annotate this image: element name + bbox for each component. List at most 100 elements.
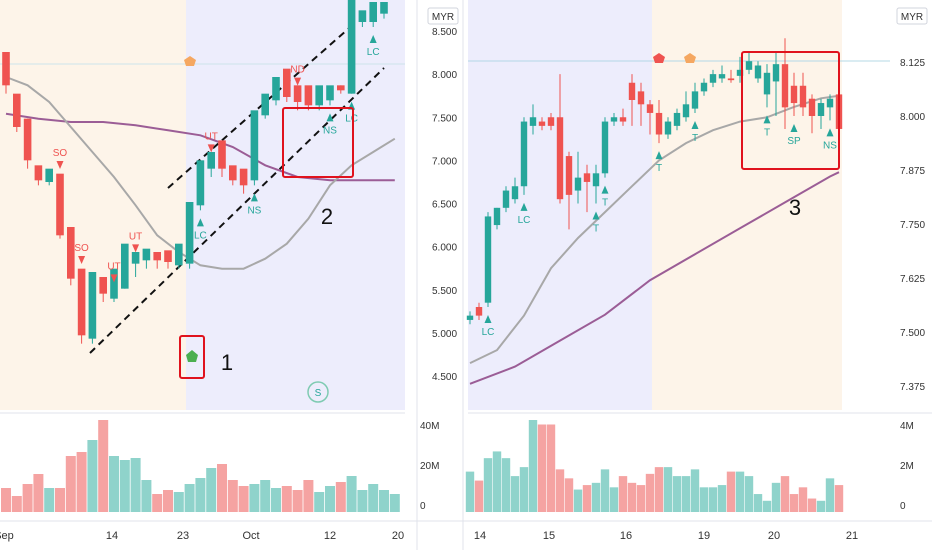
price-axis-label-left: 8.500 xyxy=(432,27,457,38)
signal-right-label: T xyxy=(692,133,698,144)
candle-body xyxy=(2,52,10,86)
price-axis-label-left: 5.000 xyxy=(432,329,457,340)
candle-body xyxy=(164,250,172,262)
candle-body xyxy=(131,252,140,264)
candle-right xyxy=(529,104,537,135)
price-axis-label-right: 7.625 xyxy=(900,274,925,285)
candle-body xyxy=(337,85,345,91)
candle-body xyxy=(700,82,708,92)
annotation-box-3 xyxy=(741,51,840,170)
candle-body xyxy=(207,152,215,169)
volume-bar xyxy=(87,440,98,512)
volume-bar-right xyxy=(582,485,592,512)
x-tick-label-right: 15 xyxy=(543,530,555,542)
candle-right xyxy=(619,108,627,126)
signal-right-marker xyxy=(763,115,771,124)
volume-bar-right xyxy=(717,485,727,512)
volume-bar-right xyxy=(591,482,601,512)
volume-bar xyxy=(238,486,249,512)
candle-right xyxy=(601,117,609,178)
candle xyxy=(358,10,367,27)
candle-right xyxy=(808,94,816,134)
x-tick-label: 12 xyxy=(324,530,336,542)
signal-label: LC xyxy=(367,47,380,58)
volume-bar xyxy=(22,484,33,512)
pentagon-marker-top xyxy=(184,56,196,66)
volume-bar xyxy=(249,484,260,512)
currency-badge-frame-right xyxy=(896,7,928,25)
candle-right xyxy=(493,207,501,230)
price-axis-label-left: 6.000 xyxy=(432,243,457,254)
candle-body xyxy=(718,74,726,79)
volume-bar-right xyxy=(735,471,745,512)
volume-bar-right xyxy=(690,469,700,512)
candle xyxy=(207,152,215,177)
signal-marker xyxy=(250,193,258,202)
volume-axis-label-right: 2M xyxy=(900,461,914,472)
candle xyxy=(326,85,334,106)
candle-body xyxy=(736,69,744,76)
candle-body xyxy=(121,243,129,289)
x-tick-label-right: 14 xyxy=(474,530,486,542)
price-axis-label-left: 8.000 xyxy=(432,70,457,81)
candle-body xyxy=(673,112,681,126)
candle xyxy=(337,85,345,94)
candle-body xyxy=(347,0,356,94)
candle-body xyxy=(13,93,21,127)
volume-bar xyxy=(368,484,379,512)
volume-bar xyxy=(33,474,44,512)
volume-bar xyxy=(389,494,400,512)
signal-right-marker xyxy=(826,128,834,137)
volume-bar-right xyxy=(546,424,556,512)
candle xyxy=(304,85,313,111)
candle xyxy=(67,227,75,286)
price-axis-label-right: 8.125 xyxy=(900,58,925,69)
signal-label: SO xyxy=(74,243,89,254)
candle-body xyxy=(283,68,291,97)
candle-body xyxy=(637,91,645,105)
candle xyxy=(153,252,161,269)
signal-right-marker xyxy=(691,120,699,129)
volume-bar xyxy=(303,480,314,512)
volume-bar-right xyxy=(555,469,565,512)
candle-right xyxy=(826,94,834,121)
signal-right-marker xyxy=(484,315,492,323)
volume-bar xyxy=(335,482,346,512)
candle-body xyxy=(574,177,582,191)
volume-axis-label-right: 0 xyxy=(900,501,906,512)
candle-body xyxy=(369,1,377,22)
candle-right xyxy=(817,98,825,129)
candle-body xyxy=(484,216,492,303)
volume-bar-right xyxy=(474,480,484,512)
candle-body xyxy=(229,165,237,181)
volume-bar-right xyxy=(834,485,844,512)
signal-right-marker xyxy=(790,124,798,132)
signal-right-marker xyxy=(520,202,528,211)
candle-right xyxy=(637,82,645,126)
candle-body xyxy=(610,117,618,122)
volume-bar-right xyxy=(510,476,520,512)
candle-body xyxy=(520,121,528,187)
x-tick-label: Oct xyxy=(242,530,259,542)
candle-body xyxy=(493,207,501,226)
candle-body xyxy=(628,82,636,100)
candle-right xyxy=(538,117,546,131)
volume-bar xyxy=(173,492,184,512)
candle-body xyxy=(261,93,269,116)
candle-body xyxy=(601,121,609,174)
signal-label: NS xyxy=(247,205,261,216)
volume-bar xyxy=(184,484,195,512)
candle xyxy=(56,173,64,239)
candle-body xyxy=(196,160,205,206)
candle-right xyxy=(565,151,573,230)
volume-bar-right xyxy=(483,458,493,512)
volume-bar-right xyxy=(825,478,835,512)
volume-bar xyxy=(217,464,227,512)
candle-body xyxy=(790,85,798,104)
x-tick-label-right: 20 xyxy=(768,530,780,542)
candle-right xyxy=(673,108,681,131)
candle xyxy=(23,118,32,169)
volume-bar xyxy=(98,420,109,512)
signal-label: UT xyxy=(205,131,218,142)
volume-bar-right xyxy=(789,494,799,512)
